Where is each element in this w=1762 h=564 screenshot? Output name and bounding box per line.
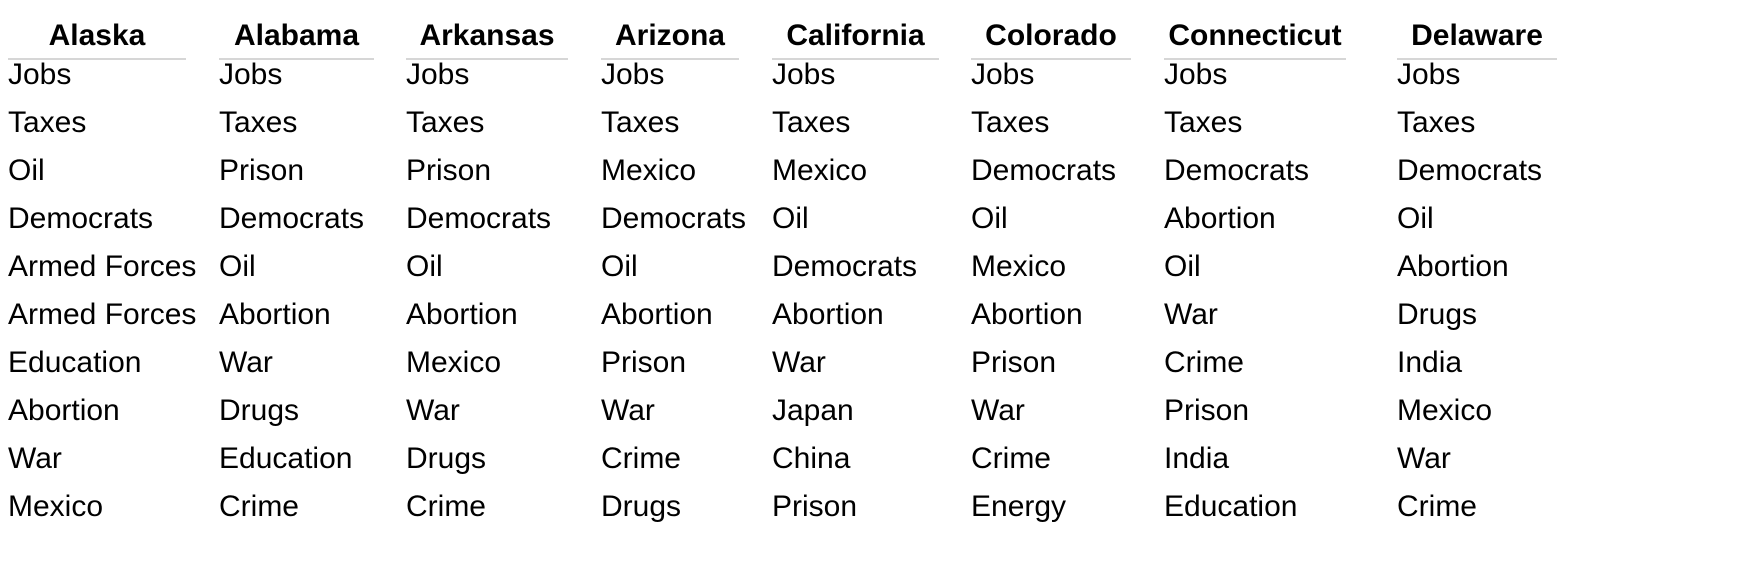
topic-cell: Oil bbox=[1397, 202, 1434, 235]
topic-cell: Democrats bbox=[1164, 154, 1310, 187]
topic-cell: War bbox=[219, 346, 273, 379]
state-header: Alaska bbox=[8, 14, 186, 60]
topic-cell: Abortion bbox=[971, 298, 1083, 331]
topic-cell: Jobs bbox=[601, 58, 665, 91]
topic-cell: Democrats bbox=[8, 202, 154, 235]
topic-cell: Armed Forces bbox=[8, 298, 197, 331]
topic-cell: Oil bbox=[219, 250, 256, 283]
topic-cell: Mexico bbox=[1397, 394, 1493, 427]
topic-cell: Mexico bbox=[601, 154, 697, 187]
topic-cell: War bbox=[1164, 298, 1218, 331]
topic-cell: War bbox=[8, 442, 62, 475]
topic-cell: War bbox=[772, 346, 826, 379]
topic-cell: Prison bbox=[1164, 394, 1250, 427]
topic-cell: Democrats bbox=[601, 202, 747, 235]
topic-cell: Democrats bbox=[406, 202, 552, 235]
state-header: Arizona bbox=[601, 14, 739, 60]
topic-cell: Prison bbox=[219, 154, 305, 187]
topic-cell: Mexico bbox=[971, 250, 1067, 283]
topic-cell: Crime bbox=[406, 490, 486, 523]
topic-cell: Prison bbox=[772, 490, 858, 523]
topic-cell: Jobs bbox=[971, 58, 1035, 91]
topic-cell: Education bbox=[1164, 490, 1298, 523]
topic-cell: Taxes bbox=[8, 106, 87, 139]
topic-cell: Crime bbox=[1397, 490, 1477, 523]
topic-cell: Crime bbox=[219, 490, 299, 523]
topic-cell: Jobs bbox=[219, 58, 283, 91]
topic-cell: Crime bbox=[1164, 346, 1244, 379]
topic-cell: Taxes bbox=[1397, 106, 1476, 139]
topic-cell: Abortion bbox=[1397, 250, 1509, 283]
topic-cell: Armed Forces bbox=[8, 250, 197, 283]
topic-cell: Drugs bbox=[1397, 298, 1478, 331]
topic-cell: Oil bbox=[406, 250, 443, 283]
topic-cell: Mexico bbox=[772, 154, 868, 187]
topic-cell: Abortion bbox=[601, 298, 713, 331]
topic-cell: War bbox=[406, 394, 460, 427]
topic-cell: Taxes bbox=[1164, 106, 1243, 139]
topic-cell: War bbox=[601, 394, 655, 427]
topic-cell: Oil bbox=[8, 154, 45, 187]
topic-cell: Education bbox=[8, 346, 142, 379]
state-header: Delaware bbox=[1397, 14, 1557, 60]
topic-cell: War bbox=[1397, 442, 1451, 475]
topic-cell: Oil bbox=[772, 202, 809, 235]
topic-cell: Jobs bbox=[8, 58, 72, 91]
topic-cell: China bbox=[772, 442, 851, 475]
topic-cell: Oil bbox=[1164, 250, 1201, 283]
topic-cell: Taxes bbox=[406, 106, 485, 139]
topic-cell: Jobs bbox=[1397, 58, 1461, 91]
topic-cell: Jobs bbox=[1164, 58, 1228, 91]
topic-cell: Crime bbox=[601, 442, 681, 475]
topic-cell: Taxes bbox=[772, 106, 851, 139]
state-header: California bbox=[772, 14, 939, 60]
topic-cell: Abortion bbox=[8, 394, 120, 427]
topic-cell: Jobs bbox=[772, 58, 836, 91]
topic-cell: Prison bbox=[406, 154, 492, 187]
topic-cell: Prison bbox=[971, 346, 1057, 379]
topic-cell: Taxes bbox=[971, 106, 1050, 139]
topic-cell: Mexico bbox=[406, 346, 502, 379]
state-header: Colorado bbox=[971, 14, 1131, 60]
topic-cell: Democrats bbox=[219, 202, 365, 235]
topic-cell: India bbox=[1397, 346, 1463, 379]
topic-cell: Oil bbox=[971, 202, 1008, 235]
topic-cell: Taxes bbox=[601, 106, 680, 139]
topic-cell: Drugs bbox=[406, 442, 487, 475]
topic-cell: Jobs bbox=[406, 58, 470, 91]
topic-cell: Democrats bbox=[971, 154, 1117, 187]
topic-cell: Drugs bbox=[219, 394, 300, 427]
topic-cell: War bbox=[971, 394, 1025, 427]
topic-cell: India bbox=[1164, 442, 1230, 475]
state-header: Alabama bbox=[219, 14, 374, 60]
topic-cell: Abortion bbox=[772, 298, 884, 331]
topic-cell: Energy bbox=[971, 490, 1067, 523]
topic-cell: Taxes bbox=[219, 106, 298, 139]
topic-cell: Abortion bbox=[406, 298, 518, 331]
topic-cell: Crime bbox=[971, 442, 1051, 475]
state-header: Connecticut bbox=[1164, 14, 1346, 60]
topic-cell: Democrats bbox=[772, 250, 918, 283]
state-header: Arkansas bbox=[406, 14, 568, 60]
topic-cell: Democrats bbox=[1397, 154, 1543, 187]
topic-cell: Drugs bbox=[601, 490, 682, 523]
topic-cell: Abortion bbox=[1164, 202, 1276, 235]
topic-cell: Education bbox=[219, 442, 353, 475]
topic-cell: Oil bbox=[601, 250, 638, 283]
topic-cell: Mexico bbox=[8, 490, 104, 523]
topic-cell: Japan bbox=[772, 394, 854, 427]
topic-cell: Abortion bbox=[219, 298, 331, 331]
topic-cell: Prison bbox=[601, 346, 687, 379]
